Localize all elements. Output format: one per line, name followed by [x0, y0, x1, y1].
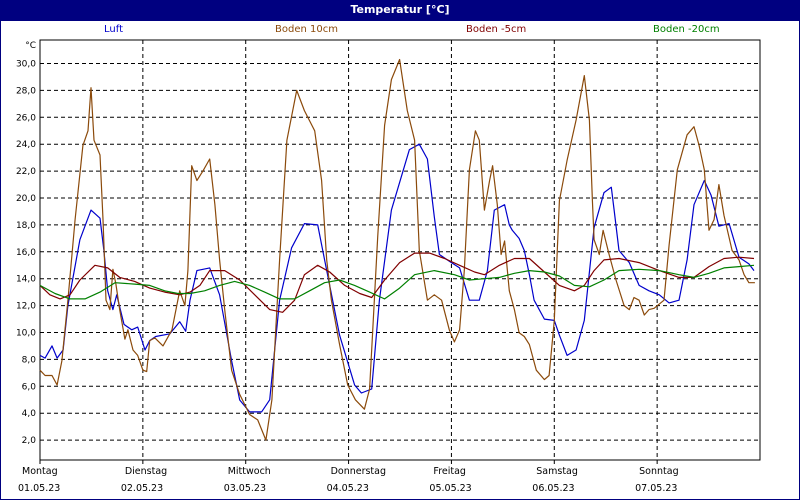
x-day-label: Sonntag	[639, 466, 679, 477]
y-tick-label: 18,0	[16, 221, 36, 231]
x-date-label: 03.05.23	[223, 483, 267, 494]
x-day-label: Mittwoch	[227, 466, 271, 477]
y-tick-label: 14,0	[16, 275, 36, 285]
legend-boden-10cm: Boden 10cm	[275, 24, 338, 35]
x-day-label: Freitag	[433, 466, 466, 477]
y-tick-label: 28,0	[16, 86, 36, 96]
y-tick-label: 8,0	[22, 355, 37, 365]
x-date-label: 04.05.23	[326, 483, 369, 494]
y-tick-label: 26,0	[16, 113, 36, 123]
y-tick-label: 12,0	[16, 302, 36, 312]
y-tick-label: 6,0	[22, 382, 37, 392]
y-tick-label: 16,0	[16, 248, 36, 258]
y-tick-label: 24,0	[16, 140, 36, 150]
y-tick-label: 22,0	[16, 167, 36, 177]
y-tick-label: 4,0	[22, 409, 37, 419]
legend-luft: Luft	[104, 24, 123, 35]
x-day-label: Samstag	[536, 466, 578, 477]
y-tick-label: 30,0	[16, 60, 36, 70]
series-line-boden-5cm	[39, 252, 755, 313]
x-date-label: 01.05.23	[18, 483, 61, 494]
y-tick-label: 2,0	[22, 436, 37, 446]
chart-title: Temperatur [°C]	[0, 0, 800, 21]
legend-boden-20cm: Boden -20cm	[653, 24, 720, 35]
series-line-boden-20cm	[39, 264, 755, 300]
x-day-label: Donnerstag	[330, 466, 387, 477]
x-date-label: 02.05.23	[120, 483, 164, 494]
series-line-boden-10cm	[39, 58, 755, 441]
x-day-label: Montag	[22, 466, 58, 477]
plot-border	[39, 39, 761, 461]
x-day-label: Dienstag	[124, 466, 168, 477]
y-unit-label: °C	[25, 41, 36, 51]
x-date-label: 05.05.23	[429, 483, 472, 494]
y-tick-label: 10,0	[16, 329, 36, 339]
x-date-label: 06.05.23	[532, 483, 575, 494]
x-date-label: 07.05.23	[635, 483, 678, 494]
legend-boden-5cm: Boden -5cm	[466, 24, 527, 35]
y-tick-label: 20,0	[16, 194, 36, 204]
